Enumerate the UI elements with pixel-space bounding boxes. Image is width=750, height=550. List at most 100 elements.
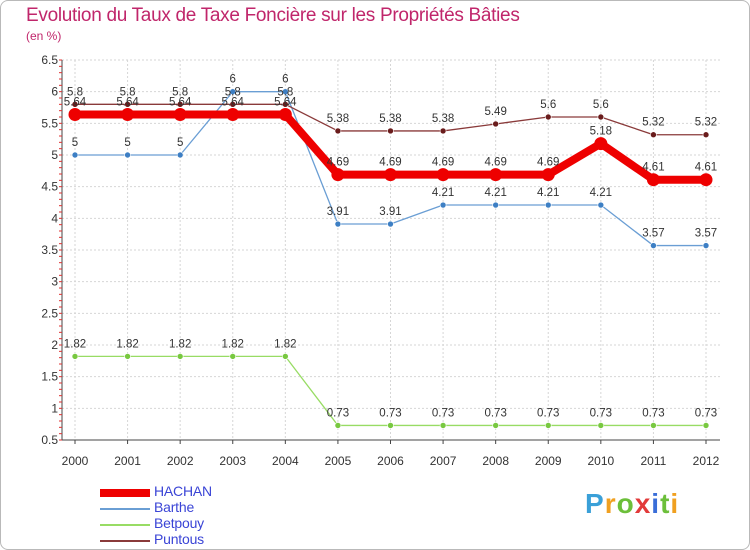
data-point-hachan [436,168,450,182]
data-point-betpouy [387,422,394,429]
x-tick-label: 2006 [377,454,404,468]
x-tick-label: 2001 [114,454,141,468]
data-point-puntous [334,127,342,135]
data-label-puntous: 5.6 [593,99,609,111]
legend-label: HACHAN [154,483,212,499]
data-label-hachan: 4.61 [695,162,717,174]
data-label-puntous: 5.32 [695,117,717,129]
x-tick-label: 2011 [641,454,667,468]
data-label-betpouy: 1.82 [274,338,296,350]
y-tick-label: 4 [51,211,58,225]
chart-title: Evolution du Taux de Taxe Foncière sur l… [26,5,520,26]
data-label-barthe: 6 [282,74,288,86]
legend-swatch [100,489,150,497]
legend-label: Betpouy [154,515,204,531]
data-point-hachan [384,168,397,182]
data-label-betpouy: 1.82 [116,338,138,350]
x-tick-label: 2003 [219,454,246,468]
data-point-barthe [439,201,447,209]
data-label-hachan: 4.61 [642,162,664,174]
data-point-puntous [439,127,447,135]
data-point-hachan [699,173,713,187]
data-point-hachan [594,137,608,151]
data-point-betpouy [124,353,131,360]
data-point-betpouy [282,353,289,360]
data-point-hachan [68,107,82,121]
legend-swatch [100,540,150,542]
data-label-hachan: 4.69 [379,157,401,169]
legend-label: Barthe [154,499,195,515]
data-label-puntous: 5.49 [484,106,506,118]
legend-swatch [100,524,150,526]
data-label-betpouy: 0.73 [379,407,401,419]
x-tick-label: 2009 [535,454,562,468]
data-point-barthe [71,151,79,159]
data-label-barthe: 5 [177,137,183,149]
y-tick-label: 2 [51,338,58,352]
data-point-puntous [282,101,289,108]
data-point-barthe [702,242,710,249]
data-label-betpouy: 0.73 [537,407,559,419]
data-label-betpouy: 0.73 [432,407,454,419]
data-label-betpouy: 0.73 [695,407,717,419]
data-point-hachan [173,107,187,121]
data-point-barthe [650,242,657,249]
data-point-hachan [278,107,292,121]
data-point-betpouy [702,422,710,429]
data-label-betpouy: 1.82 [64,338,86,350]
data-point-betpouy [176,353,184,360]
data-point-puntous [387,127,394,135]
proxiti-logo: Proxiti [585,488,680,519]
data-label-puntous: 5.8 [120,86,136,98]
data-point-barthe [492,201,499,209]
data-label-barthe: 4.21 [537,187,559,199]
x-tick-label: 2008 [482,454,509,468]
legend-swatch [100,508,150,510]
y-tick-label: 6.5 [41,53,58,67]
data-point-barthe [334,220,342,228]
data-point-puntous [597,113,605,121]
data-label-barthe: 3.57 [695,228,717,240]
data-label-hachan: 4.69 [537,157,559,169]
data-label-barthe: 5 [72,137,78,149]
data-label-hachan: 5.64 [274,96,297,108]
data-label-puntous: 5.38 [432,113,454,125]
data-label-puntous: 5.38 [327,113,349,125]
x-tick-label: 2005 [325,454,352,468]
data-point-hachan [541,168,555,182]
data-point-betpouy [334,422,342,429]
data-point-barthe [387,220,394,228]
x-tick-label: 2012 [693,454,720,468]
data-label-betpouy: 0.73 [590,407,612,419]
data-label-barthe: 6 [230,74,236,86]
data-label-puntous: 5.8 [277,86,293,98]
data-label-betpouy: 0.73 [327,407,349,419]
data-label-betpouy: 1.82 [222,338,244,350]
data-label-puntous: 5.8 [67,86,83,98]
data-label-barthe: 4.21 [484,187,506,199]
data-point-puntous [71,101,79,108]
y-tick-label: 6 [51,85,58,99]
data-point-barthe [124,151,131,159]
data-point-betpouy [650,422,657,429]
data-label-barthe: 4.21 [590,187,612,199]
data-point-puntous [544,113,552,121]
y-tick-label: 2.5 [41,306,58,320]
data-point-puntous [176,101,184,108]
data-label-barthe: 5 [124,137,130,149]
data-label-hachan: 4.69 [432,157,454,169]
data-point-puntous [650,131,657,139]
data-point-barthe [544,201,552,209]
data-point-puntous [124,101,131,108]
data-point-betpouy [229,353,237,360]
y-tick-label: 0.5 [41,433,58,447]
data-point-hachan [226,107,240,121]
x-tick-label: 2000 [62,454,89,468]
data-label-betpouy: 0.73 [642,407,664,419]
y-tick-label: 5 [51,148,58,162]
y-tick-label: 3 [51,275,58,289]
chart-subtitle: (en %) [26,29,62,43]
data-label-hachan: 5.64 [169,96,192,108]
data-label-betpouy: 0.73 [484,407,506,419]
